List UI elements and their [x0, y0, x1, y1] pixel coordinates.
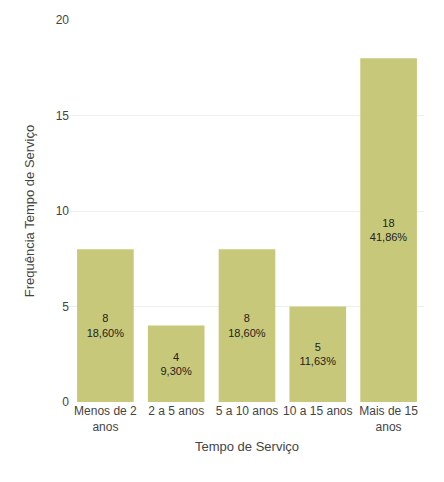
svg-text:0: 0: [62, 395, 69, 409]
svg-text:1841,86%: 1841,86%: [370, 217, 408, 243]
svg-text:Mais de 15anos: Mais de 15anos: [359, 404, 418, 434]
svg-text:Tempo de Serviço: Tempo de Serviço: [195, 439, 299, 454]
svg-text:10: 10: [56, 204, 70, 218]
svg-text:818,60%: 818,60%: [228, 312, 266, 338]
svg-text:20: 20: [56, 13, 70, 27]
svg-text:5: 5: [62, 300, 69, 314]
svg-text:511,63%: 511,63%: [299, 341, 336, 367]
svg-text:49,30%: 49,30%: [160, 351, 191, 377]
svg-text:2 a 5 anos: 2 a 5 anos: [148, 404, 204, 418]
svg-text:Menos de 2anos: Menos de 2anos: [74, 404, 137, 434]
svg-text:5 a 10 anos: 5 a 10 anos: [216, 404, 279, 418]
svg-text:Frequência Tempo de Serviço: Frequência Tempo de Serviço: [22, 125, 37, 297]
svg-text:818,60%: 818,60%: [87, 312, 125, 338]
svg-text:10 a 15 anos: 10 a 15 anos: [283, 404, 352, 418]
svg-text:15: 15: [56, 109, 70, 123]
